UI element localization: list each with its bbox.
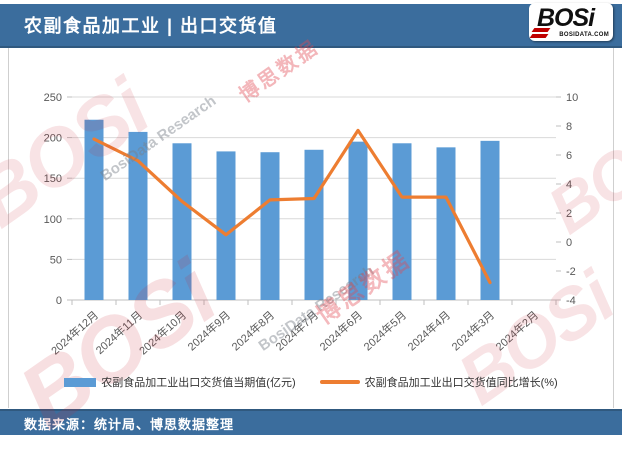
- combo-chart: 050100150200250-4-202468102024年12月2024年1…: [44, 92, 579, 358]
- svg-text:2024年8月: 2024年8月: [229, 308, 277, 354]
- chart-border-left: [8, 48, 9, 408]
- legend-item-bar: 农副食品加工业出口交货值当期值(亿元): [64, 374, 296, 390]
- bosi-logo: BOSi BOSIDATA.COM: [529, 3, 613, 41]
- svg-text:0: 0: [566, 237, 572, 249]
- svg-text:250: 250: [44, 92, 62, 104]
- bar-series: [84, 119, 500, 301]
- svg-text:10: 10: [566, 92, 578, 104]
- svg-text:-4: -4: [566, 295, 576, 307]
- logo-stripe-icon: [531, 28, 551, 32]
- legend-item-line: 农副食品加工业出口交货值同比增长(%): [306, 374, 558, 390]
- svg-text:2024年10月: 2024年10月: [136, 308, 189, 358]
- svg-text:8: 8: [566, 121, 572, 133]
- header: 农副食品加工业 | 出口交货值: [0, 4, 622, 48]
- svg-text:2024年3月: 2024年3月: [449, 308, 497, 354]
- data-source-text: 数据来源：统计局、博思数据整理: [24, 416, 235, 432]
- legend-bar-label: 农副食品加工业出口交货值当期值(亿元): [101, 377, 296, 389]
- left-axis-labels: 0 50 100 150 200 250: [44, 92, 62, 307]
- svg-text:150: 150: [44, 173, 62, 185]
- chart-legend: 农副食品加工业出口交货值当期值(亿元) 农副食品加工业出口交货值同比增长(%): [0, 374, 622, 390]
- svg-text:4: 4: [566, 179, 572, 191]
- logo-stripe-icon: [529, 34, 549, 38]
- footer: 数据来源：统计局、博思数据整理: [0, 409, 622, 435]
- svg-text:2024年7月: 2024年7月: [273, 308, 321, 354]
- svg-text:2024年2月: 2024年2月: [493, 308, 541, 354]
- x-axis-line: [71, 299, 557, 305]
- svg-text:2024年5月: 2024年5月: [361, 308, 409, 354]
- bar-series-swatch-icon: [64, 377, 97, 387]
- svg-text:50: 50: [50, 254, 62, 266]
- svg-text:2024年9月: 2024年9月: [185, 308, 233, 354]
- svg-text:2024年4月: 2024年4月: [405, 308, 453, 354]
- line-series-swatch-icon: [319, 380, 360, 384]
- right-axis-labels: -4 -2 0 2 4 6 8 10: [556, 92, 578, 307]
- legend-line-label: 农副食品加工业出口交货值同比增长(%): [364, 377, 558, 389]
- svg-text:100: 100: [44, 214, 62, 226]
- logo-wordmark: BOSi: [537, 4, 595, 32]
- logo-domain: BOSIDATA.COM: [559, 32, 609, 38]
- chart-border-right: [613, 48, 614, 408]
- x-axis-labels: 2024年12月2024年11月2024年10月2024年9月2024年8月20…: [48, 308, 541, 358]
- svg-text:-2: -2: [566, 266, 576, 278]
- line-series: [92, 128, 492, 285]
- svg-text:2: 2: [566, 208, 572, 220]
- page-title: 农副食品加工业 | 出口交货值: [24, 16, 278, 36]
- svg-text:0: 0: [56, 295, 62, 307]
- svg-text:200: 200: [44, 133, 62, 145]
- svg-text:6: 6: [566, 150, 572, 162]
- svg-text:2024年6月: 2024年6月: [317, 308, 365, 354]
- svg-text:2024年12月: 2024年12月: [48, 308, 101, 358]
